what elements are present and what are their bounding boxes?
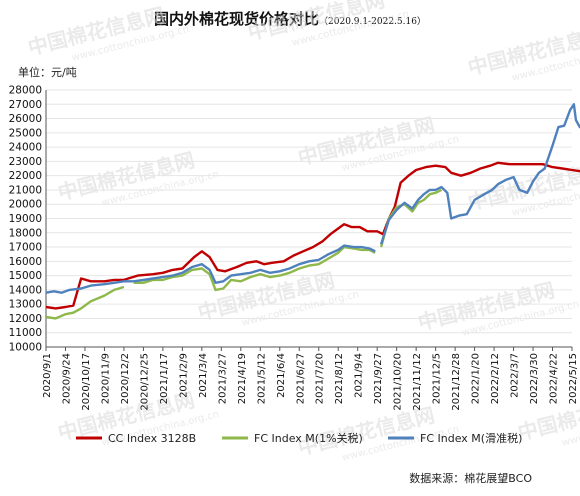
legend-label: CC Index 3128B (108, 432, 196, 445)
y-tick-label: 26000 (9, 113, 42, 125)
y-tick-label: 15000 (9, 270, 42, 282)
series-line (133, 245, 376, 292)
x-tick-label: 2021/6/4 (276, 353, 287, 398)
x-tick-label: 2021/7/20 (315, 353, 326, 404)
chart-subtitle: （2020.9.1-2022.5.16） (319, 17, 426, 27)
y-tick-label: 19000 (9, 213, 42, 225)
x-tick-label: 2021/12/5 (432, 353, 443, 404)
x-tick-label: 2021/5/12 (256, 353, 267, 404)
y-tick-label: 18000 (9, 227, 42, 239)
y-tick-label: 10000 (9, 342, 42, 354)
y-tick-label: 27000 (9, 99, 42, 111)
x-tick-label: 2020/12/2 (120, 353, 131, 404)
y-tick-label: 21000 (9, 184, 42, 196)
y-tick-label: 13000 (9, 299, 42, 311)
chart-title: 国内外棉花现货价格对比 (154, 10, 320, 28)
legend-label: FC Index M(1%关税) (254, 431, 363, 445)
x-tick-label: 2021/1/17 (159, 353, 170, 404)
y-tick-label: 23000 (9, 156, 42, 168)
x-tick-label: 2020/11/9 (100, 353, 111, 404)
series-line (379, 103, 580, 245)
x-tick-label: 2021/12/28 (451, 353, 462, 411)
x-tick-label: 2020/10/17 (81, 353, 92, 411)
series-line (45, 285, 125, 320)
legend-label: FC Index M(滑准税) (420, 431, 522, 445)
y-tick-label: 12000 (9, 313, 42, 325)
y-tick-label: 11000 (9, 327, 42, 339)
y-tick-label: 25000 (9, 127, 42, 139)
x-tick-label: 2022/4/22 (549, 353, 560, 404)
x-tick-label: 2021/9/27 (373, 353, 384, 404)
x-tick-label: 2020/9/24 (61, 353, 72, 404)
x-tick-label: 2021/11/12 (412, 353, 423, 411)
x-tick-label: 2021/2/9 (178, 353, 189, 398)
x-tick-label: 2021/6/27 (295, 353, 306, 404)
x-tick-label: 2020/12/25 (139, 353, 150, 411)
x-tick-label: 2021/9/4 (354, 353, 365, 398)
x-tick-label: 2022/3/7 (510, 353, 521, 398)
x-tick-label: 2022/2/12 (490, 353, 501, 404)
x-tick-label: 2021/3/4 (198, 353, 209, 398)
unit-label: 单位：元/吨 (18, 66, 77, 79)
series-line (45, 161, 580, 310)
x-tick-label: 2022/5/15 (568, 353, 579, 404)
y-tick-label: 24000 (9, 142, 42, 154)
x-tick-label: 2021/8/12 (334, 353, 345, 404)
series-line (379, 188, 443, 248)
y-tick-label: 28000 (9, 85, 42, 97)
source-label: 数据来源：棉花展望BCO (409, 472, 532, 485)
x-tick-label: 2021/3/27 (217, 353, 228, 404)
y-tick-label: 16000 (9, 256, 42, 268)
x-tick-label: 2022/1/20 (471, 353, 482, 404)
x-tick-label: 2021/4/19 (237, 353, 248, 404)
y-tick-label: 14000 (9, 284, 42, 296)
series-line (45, 244, 376, 294)
y-tick-label: 17000 (9, 242, 42, 254)
x-tick-label: 2020/9/1 (42, 353, 53, 398)
x-tick-label: 2022/3/30 (529, 353, 540, 404)
x-tick-label: 2021/10/20 (393, 353, 404, 411)
chart-title-block: 国内外棉花现货价格对比（2020.9.1-2022.5.16） (0, 8, 580, 29)
y-tick-label: 20000 (9, 199, 42, 211)
y-tick-label: 22000 (9, 170, 42, 182)
